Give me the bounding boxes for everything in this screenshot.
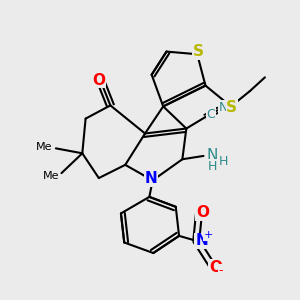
- Text: S: S: [193, 44, 204, 59]
- Text: N: N: [218, 101, 228, 114]
- Text: Me: Me: [43, 171, 59, 181]
- Text: O: O: [93, 73, 106, 88]
- Text: H: H: [208, 160, 217, 173]
- Text: O: O: [196, 206, 209, 220]
- Text: N: N: [195, 233, 208, 248]
- Text: Me: Me: [36, 142, 52, 152]
- Text: -: -: [218, 264, 223, 278]
- Text: H: H: [219, 155, 228, 168]
- Text: O: O: [209, 260, 222, 274]
- Text: S: S: [226, 100, 237, 115]
- Text: N: N: [207, 148, 218, 163]
- Text: N: N: [145, 171, 158, 186]
- Text: +: +: [203, 230, 213, 241]
- Text: C: C: [206, 107, 215, 121]
